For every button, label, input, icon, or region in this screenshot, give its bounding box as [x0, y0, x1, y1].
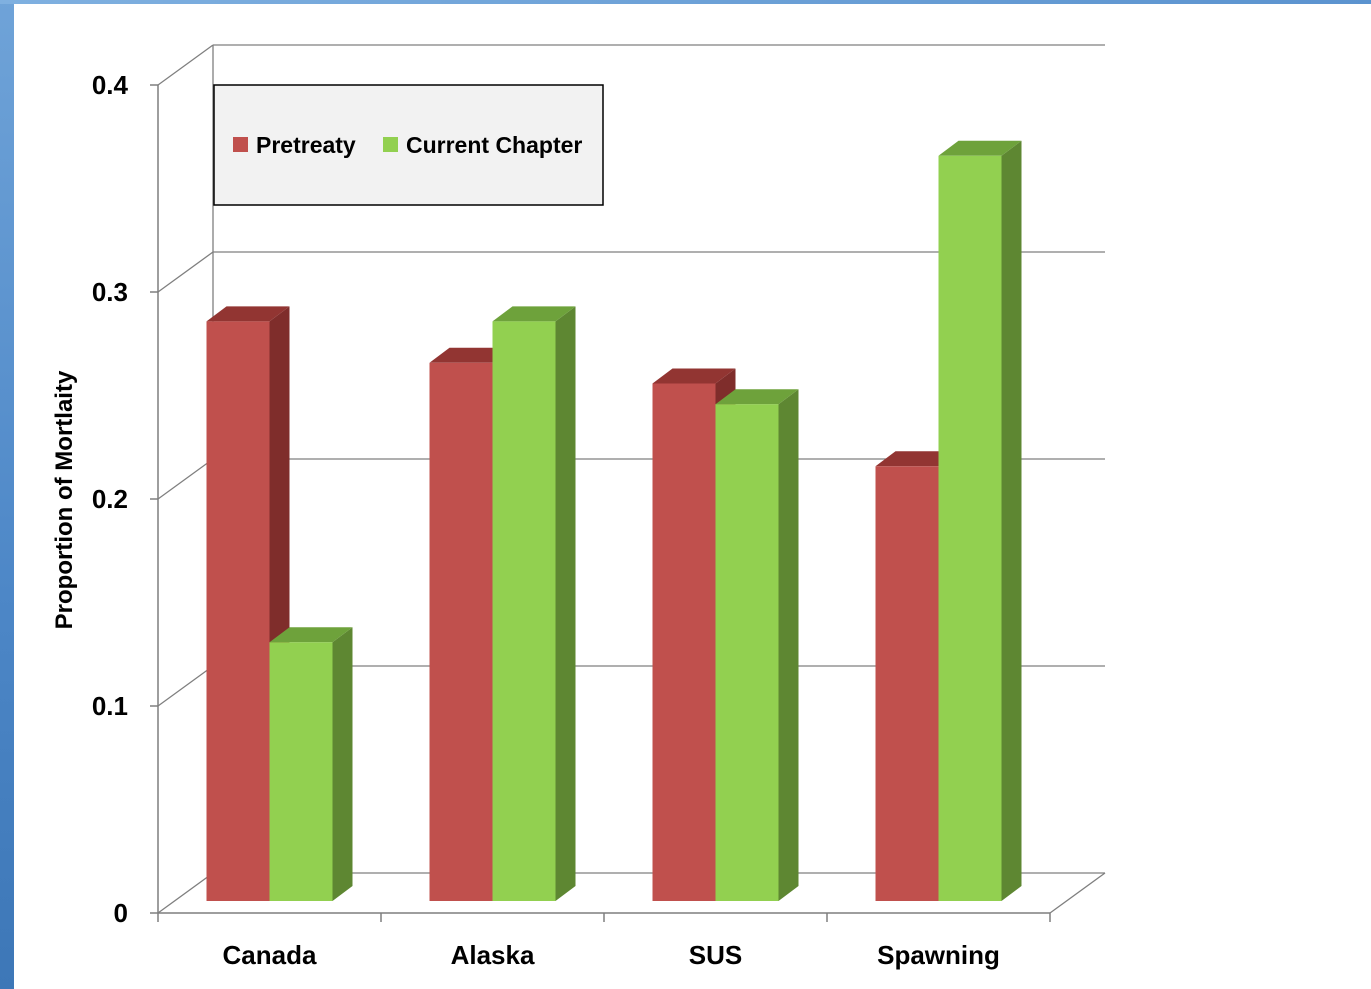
window-frame-top	[0, 0, 1371, 4]
bar-front-face	[269, 642, 333, 901]
bar-front-face	[938, 155, 1002, 902]
y-tick-label: 0.4	[92, 70, 129, 100]
y-tick-label: 0.1	[92, 691, 128, 721]
gridline-depth	[157, 251, 214, 293]
bar-current-chapter-alaska	[492, 306, 576, 901]
x-tick-label: Spawning	[877, 940, 1000, 970]
y-tick-label: 0.2	[92, 484, 128, 514]
bar-top-face	[492, 306, 576, 322]
legend: Pretreaty Current Chapter	[213, 84, 604, 206]
labels-layer: 0 0.1 0.2 0.3 0.4 Canada Alaska SUS Spawning	[92, 70, 1000, 970]
bar-front-face	[492, 321, 556, 901]
bar-top-face	[206, 306, 290, 322]
y-axis-label: Proportion of Mortlaity	[51, 370, 78, 629]
window-frame-left	[0, 0, 14, 989]
x-tick-label: Alaska	[451, 940, 535, 970]
x-tick-label: Canada	[223, 940, 317, 970]
gridline-depth	[157, 665, 214, 707]
bar-side-face	[555, 306, 576, 901]
y-tick-label: 0.3	[92, 277, 128, 307]
bar-top-face	[652, 368, 736, 384]
gridline-depth	[157, 872, 214, 914]
bar-top-face	[715, 389, 799, 405]
gridline-depth	[157, 458, 214, 500]
bar-current-chapter-spawning	[938, 140, 1022, 902]
bar-front-face	[429, 362, 493, 901]
y-tick-label: 0	[114, 898, 128, 928]
bar-side-face	[778, 389, 799, 901]
bar-front-face	[652, 383, 716, 901]
legend-swatch-current-chapter	[383, 137, 398, 152]
bars-layer	[206, 140, 1022, 902]
floor-edge-right	[1049, 872, 1106, 914]
axis-layer	[150, 84, 1051, 922]
bar-top-face	[429, 347, 513, 363]
bar-top-face	[938, 140, 1022, 156]
bar-front-face	[875, 466, 939, 901]
bar-side-face	[1001, 140, 1022, 902]
bar-pretreaty-canada	[206, 306, 290, 901]
x-tick-label: SUS	[689, 940, 742, 970]
bar-front-face	[715, 404, 779, 901]
bar-top-face	[269, 627, 353, 643]
bar-current-chapter-canada	[269, 627, 353, 901]
bar-front-face	[206, 321, 270, 901]
legend-label-pretreaty: Pretreaty	[256, 132, 356, 158]
legend-swatch-pretreaty	[233, 137, 248, 152]
gridline-depth	[157, 44, 214, 86]
bar-side-face	[332, 627, 353, 901]
legend-label-current-chapter: Current Chapter	[406, 132, 582, 158]
bar-current-chapter-sus	[715, 389, 799, 901]
bar-top-face	[875, 451, 959, 467]
legend-box	[213, 84, 604, 206]
